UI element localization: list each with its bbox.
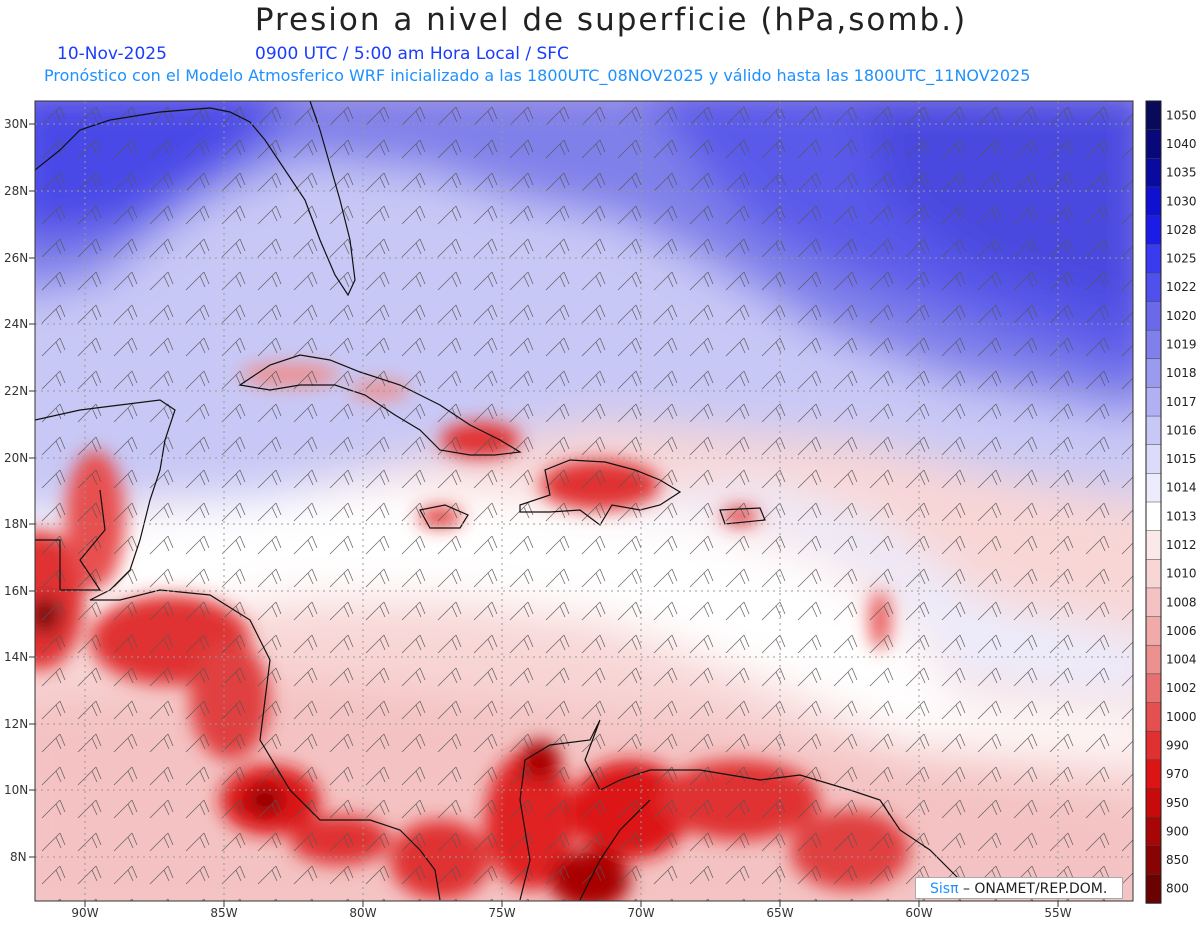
legend-label: 1016 [1166,423,1197,437]
legend-label: 1050 [1166,108,1197,122]
legend-label: 800 [1166,882,1189,896]
legend-swatch [1145,415,1162,446]
lat-label: 8N [10,850,27,864]
lat-label: 30N [4,117,28,131]
legend-swatch [1145,473,1162,503]
legend-swatch [1145,215,1162,245]
credit-brand: Sisπ [930,881,959,897]
legend-swatch [1145,158,1162,188]
lon-label: 85W [210,906,237,920]
legend-label: 1030 [1166,194,1197,208]
legend-label: 1040 [1166,137,1197,151]
legend-label: 1018 [1166,366,1197,380]
legend-swatch [1145,530,1162,561]
legend-label: 1017 [1166,395,1197,409]
legend-swatch [1145,501,1162,532]
legend-swatch [1145,444,1162,475]
legend-swatch [1145,301,1162,331]
lat-label: 10N [4,783,28,797]
legend-label: 1000 [1166,710,1197,724]
legend-label: 1025 [1166,252,1197,266]
legend-label: 1010 [1166,567,1197,581]
legend-swatch [1145,272,1162,303]
coastlines [35,101,961,901]
legend-label: 990 [1166,738,1189,752]
legend-label: 1020 [1166,309,1197,323]
legend-label: 850 [1166,853,1189,867]
legend-label: 1014 [1166,481,1197,495]
legend-label: 1015 [1166,452,1197,466]
legend-label: 1008 [1166,595,1197,609]
legend-swatch [1145,673,1162,704]
legend-label: 900 [1166,824,1189,838]
legend-label: 1002 [1166,681,1197,695]
legend-label: 1012 [1166,538,1197,552]
legend-swatch [1145,186,1162,217]
lon-axis: 90W 85W 80W 75W 70W 65W 60W 55W [71,906,1071,920]
legend-swatch [1145,559,1162,589]
lon-label: 70W [627,906,654,920]
color-legend: 1050 1040 1035 1030 1028 1025 1022 1020 1019 1018… [1145,100,1197,904]
legend-swatch [1145,874,1162,904]
lat-axis: 30N 28N 26N 24N 22N 20N 18N 16N 14N 12N … [4,117,28,864]
lon-label: 75W [488,906,515,920]
legend-label: 1013 [1166,509,1197,523]
legend-label: 970 [1166,767,1189,781]
legend-swatch [1145,100,1162,131]
lat-label: 28N [4,184,28,198]
lon-label: 65W [766,906,793,920]
legend-swatch [1145,730,1162,761]
legend-swatch [1145,816,1162,847]
lat-label: 14N [4,650,28,664]
legend-swatch [1145,845,1162,876]
lon-ticks [84,901,1059,907]
lat-label: 20N [4,451,28,465]
credit-box: Sisπ – ONAMET/REP.DOM. [915,877,1123,899]
lat-label: 16N [4,584,28,598]
lon-label: 80W [349,906,376,920]
legend-swatch [1145,129,1162,160]
legend-swatch [1145,644,1162,675]
map-title: Presion a nivel de superficie (hPa,somb.… [254,2,968,38]
legend-swatch [1145,587,1162,618]
graticule [35,101,1133,901]
legend-swatch [1145,243,1162,274]
credit-text: – ONAMET/REP.DOM. [962,881,1108,897]
legend-swatch [1145,616,1162,646]
legend-swatch [1145,329,1162,360]
lat-ticks [29,123,35,858]
legend-frame [1145,100,1162,904]
legend-swatch [1145,759,1162,790]
lon-label: 60W [905,906,932,920]
forecast-date: 10-Nov-2025 [57,44,167,64]
legend-label: 1022 [1166,280,1197,294]
lat-label: 26N [4,251,28,265]
forecast-note: Pronóstico con el Modelo Atmosferico WRF… [44,66,1031,85]
legend-label: 1028 [1166,223,1197,237]
legend-label: 1006 [1166,624,1197,638]
lon-label: 55W [1044,906,1071,920]
legend-label: 950 [1166,796,1189,810]
legend-label: 1035 [1166,166,1197,180]
lat-label: 24N [4,317,28,331]
lon-label: 90W [71,906,98,920]
legend-swatch [1145,387,1162,417]
map-frame [34,100,1134,902]
legend-swatch [1145,702,1162,732]
pressure-shading [35,101,1133,901]
lat-label: 18N [4,517,28,531]
lat-label: 22N [4,384,28,398]
legend-swatch [1145,788,1162,818]
legend-label: 1004 [1166,653,1197,667]
valid-time: 0900 UTC / 5:00 am Hora Local / SFC [255,44,569,64]
legend-label: 1019 [1166,337,1197,351]
lat-label: 12N [4,717,28,731]
legend-swatch [1145,358,1162,389]
